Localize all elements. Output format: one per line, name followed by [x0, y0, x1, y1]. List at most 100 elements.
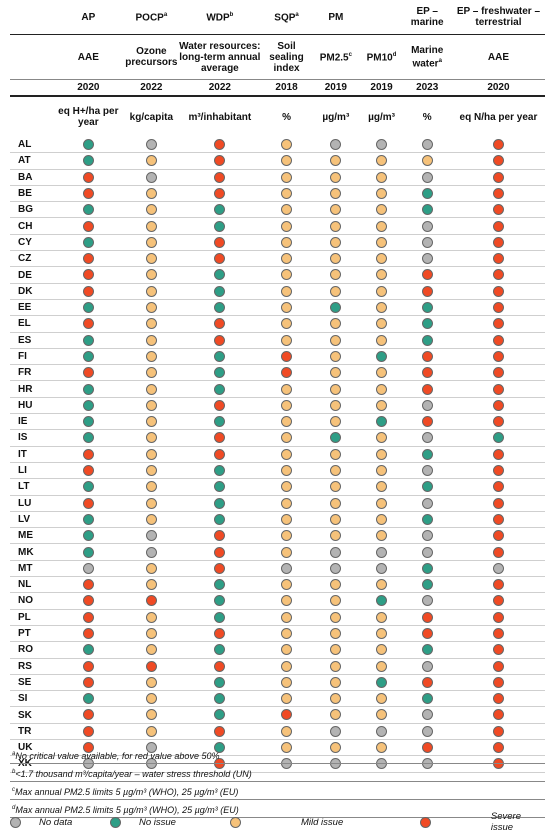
status-cell — [178, 236, 262, 248]
status-cell — [262, 416, 311, 428]
status-cell — [361, 334, 403, 346]
status-dot-r — [281, 709, 293, 721]
status-cell — [311, 611, 360, 623]
status-dot-r — [492, 481, 504, 493]
status-dot-g — [214, 269, 226, 281]
status-dot-n — [421, 497, 433, 509]
status-cell — [311, 546, 360, 558]
status-dot-r — [281, 350, 293, 362]
status-cell — [403, 481, 452, 493]
status-dot-r — [421, 676, 433, 688]
table-row: EL — [10, 316, 545, 333]
country-code: UK — [18, 742, 33, 754]
status-dot-y — [376, 399, 388, 411]
status-dot-y — [330, 513, 342, 525]
footnote-marker: a — [12, 751, 16, 757]
status-cell — [311, 513, 360, 525]
status-dot-g — [214, 742, 226, 754]
status-dot-y — [376, 253, 388, 265]
legend-label: No data — [39, 816, 73, 828]
status-cell — [403, 416, 452, 428]
status-dot-y — [330, 416, 342, 428]
status-cell — [178, 139, 262, 151]
status-cell — [452, 497, 545, 509]
status-dot-r — [492, 611, 504, 623]
status-cell — [178, 187, 262, 199]
status-dot-r — [492, 497, 504, 509]
status-dot-y — [376, 236, 388, 248]
status-cell — [452, 595, 545, 607]
footnote-text: No critical value available, for red val… — [15, 751, 220, 761]
legend-item: Severe issue — [420, 811, 545, 833]
status-cell — [52, 676, 125, 688]
status-cell — [52, 644, 125, 656]
country-code: LU — [18, 497, 32, 509]
status-cell — [452, 725, 545, 737]
status-cell — [452, 253, 545, 265]
table-row: PL — [10, 610, 545, 626]
status-dot-n — [421, 465, 433, 477]
status-cell — [452, 709, 545, 721]
status-dot-y — [376, 432, 388, 444]
status-cell — [311, 367, 360, 379]
footnote-marker: d — [12, 805, 16, 811]
table-row: LU — [10, 496, 545, 512]
header-group-ap: AP — [52, 12, 125, 23]
status-cell — [178, 644, 262, 656]
status-cell — [262, 220, 311, 232]
country-code: CH — [18, 220, 33, 232]
table-row: RS — [10, 659, 545, 675]
status-dot-r — [492, 579, 504, 591]
status-cell — [311, 171, 360, 183]
status-cell — [52, 465, 125, 477]
footnote: cMax annual PM2.5 limits 5 µg/m³ (WHO), … — [10, 782, 545, 800]
status-cell — [178, 285, 262, 297]
status-cell — [403, 660, 452, 672]
status-dot-r — [492, 660, 504, 672]
status-cell — [125, 187, 178, 199]
status-cell — [311, 693, 360, 705]
status-dot-r — [82, 269, 94, 281]
status-cell — [52, 546, 125, 558]
status-dot-n — [145, 139, 157, 151]
table-row: RO — [10, 642, 545, 659]
status-dot-y — [281, 253, 293, 265]
status-dot-r — [145, 660, 157, 672]
status-cell — [403, 432, 452, 444]
status-dot-n — [421, 253, 433, 265]
status-dot-y — [145, 709, 157, 721]
status-dot-n — [145, 742, 157, 754]
status-dot-n — [421, 236, 433, 248]
header-year-ap: 2020 — [77, 82, 100, 93]
legend-item: No data — [10, 816, 110, 828]
sub-epm-text: Marine water — [411, 44, 444, 70]
status-dot-g — [421, 481, 433, 493]
status-dot-r — [214, 399, 226, 411]
status-dot-y — [376, 481, 388, 493]
status-cell — [452, 481, 545, 493]
group-wdp-sup: b — [229, 12, 234, 19]
status-dot-n — [376, 562, 388, 574]
status-cell — [178, 350, 262, 362]
header-group-row: AP POCPa WDPb SQPa PM EP – marine EP – freshwa… — [10, 0, 545, 34]
status-cell — [262, 204, 311, 216]
status-cell — [452, 285, 545, 297]
status-cell — [452, 367, 545, 379]
status-cell — [403, 253, 452, 265]
table-row: CY — [10, 235, 545, 252]
status-dot-r — [214, 236, 226, 248]
status-cell — [262, 530, 311, 542]
status-cell — [52, 432, 125, 444]
table-row: TR — [10, 724, 545, 740]
status-dot-r — [492, 236, 504, 248]
status-cell — [452, 742, 545, 754]
sub-pm10-text: PM10 — [366, 52, 393, 64]
status-dot-r — [492, 627, 504, 639]
status-dot-r — [214, 432, 226, 444]
status-dot-r — [492, 155, 504, 167]
sub-ept-text: AAE — [487, 51, 509, 63]
status-cell — [125, 383, 178, 395]
status-dot-y — [145, 236, 157, 248]
status-cell — [125, 139, 178, 151]
footnote-text: Max annual PM2.5 limits 5 µg/m³ (WHO), 2… — [15, 787, 239, 797]
